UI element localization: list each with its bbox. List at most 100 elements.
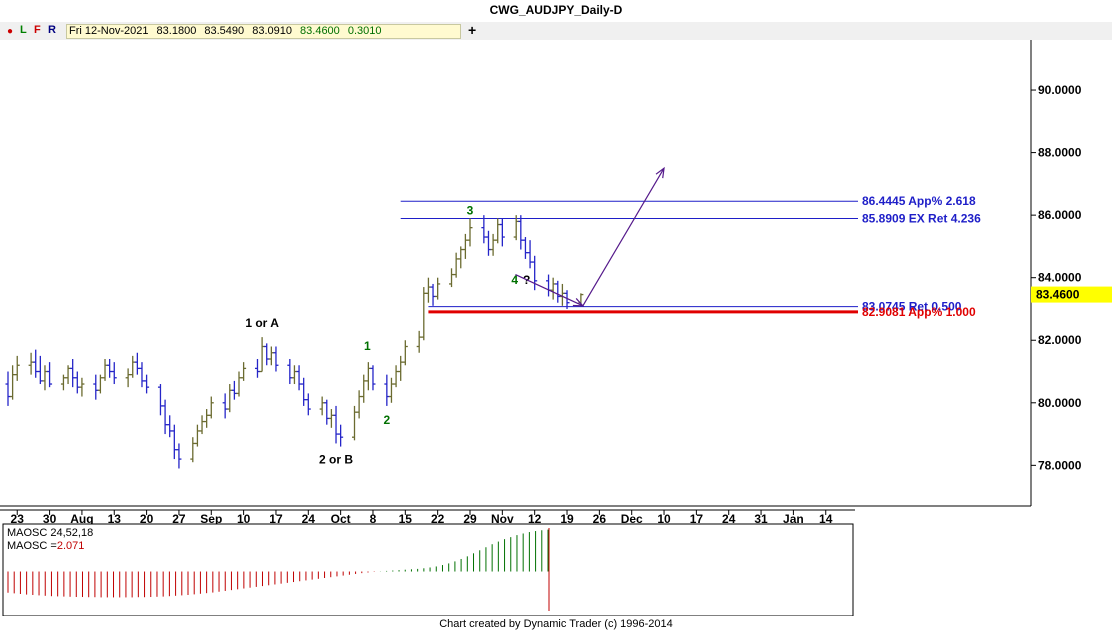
date-tick-label: 29: [463, 512, 477, 526]
toolbar-r-button[interactable]: R: [48, 24, 56, 36]
ohlc-bar: [28, 352, 34, 375]
date-tick-label: Oct: [331, 512, 351, 526]
ohlc-bar: [449, 268, 455, 288]
level-label: 82.9081 App% 1.000: [862, 305, 976, 319]
ohlc-bar: [467, 218, 473, 247]
title-bar: CWG_AUDJPY_Daily-D: [0, 0, 1112, 23]
ohlc-bar: [273, 346, 279, 372]
ohlc-bar: [47, 362, 53, 388]
ohlc-bar: [93, 374, 99, 400]
current-price-tag: 83.4600: [1031, 286, 1112, 303]
ohlc-bar: [139, 362, 145, 388]
ohlc-bar: [70, 359, 76, 388]
toolbar: ● L F R Fri 12-Nov-2021 83.1800 83.5490 …: [0, 22, 1112, 41]
ohlc-bar: [167, 415, 173, 438]
ohlc-bar: [555, 280, 561, 303]
ohlc-bar: [107, 359, 113, 378]
ohlc-bar: [430, 283, 436, 306]
ohlc-bar: [42, 365, 48, 391]
ohlc-bar: [425, 277, 431, 303]
ohlc-bar: [564, 290, 570, 309]
date-tick-label: 23: [11, 512, 25, 526]
date-tick-label: 30: [43, 512, 57, 526]
ohlc-bar: [499, 218, 505, 247]
ohlc-bar: [241, 362, 247, 381]
ohlc-bar: [384, 374, 390, 406]
ohlc-bar: [102, 359, 108, 381]
ohlc-bar: [462, 233, 468, 259]
ohlc-bar: [190, 437, 196, 463]
date-tick-label: Jan: [783, 512, 804, 526]
ohlc-bar: [333, 405, 339, 444]
wave-label: 2 or B: [319, 452, 353, 466]
ohlc-bar: [324, 399, 330, 425]
ohlc-bar: [125, 368, 131, 388]
ohlc-bar: [199, 415, 205, 435]
add-plus-icon[interactable]: +: [468, 22, 477, 38]
ohlc-bar: [365, 362, 371, 391]
date-tick-label: Dec: [621, 512, 643, 526]
ohlc-bar: [388, 377, 394, 403]
maosc-oscillator: [7, 528, 550, 611]
ohlc-bar: [259, 337, 265, 373]
ohlc-bar: [176, 443, 182, 469]
date-tick-label: 10: [657, 512, 671, 526]
price-tick-label: 82.0000: [1038, 333, 1082, 347]
price-tick-label: 90.0000: [1038, 83, 1082, 97]
ohlc-bar: [5, 371, 11, 406]
ohlc-bar: [305, 393, 311, 416]
ohlc-bar: [134, 352, 140, 375]
ohlc-bar: [352, 405, 357, 441]
ohlc-bar: [402, 340, 408, 366]
date-tick-label: 8: [370, 512, 377, 526]
ohlc-bar: [208, 396, 214, 419]
ohlc-bar: [60, 374, 66, 391]
ohlc-bars: [5, 215, 584, 469]
date-tick-label: 12: [528, 512, 542, 526]
ohlc-bar: [398, 355, 404, 381]
price-tick-label: 80.0000: [1038, 396, 1082, 410]
ohlc-bar: [296, 365, 302, 391]
record-dot-icon[interactable]: ●: [7, 26, 14, 37]
ohlc-bar: [338, 424, 344, 447]
ohlc-bar: [291, 365, 297, 385]
ohlc-bar: [393, 365, 399, 388]
chart-title: CWG_AUDJPY_Daily-D: [489, 3, 623, 17]
date-tick-label: Aug: [70, 512, 93, 526]
osc-value-text: MAOSC =2.071: [7, 540, 84, 552]
date-tick-label: 14: [819, 512, 833, 526]
ohlc-bar: [231, 380, 237, 400]
osc-label: MAOSC 24,52,18: [7, 527, 93, 539]
ohlc-bar: [222, 393, 228, 419]
ohlc-open: 83.1800: [156, 25, 197, 37]
level-label: 83.0745 Ret 0.500: [862, 300, 962, 314]
date-tick-label: 26: [593, 512, 607, 526]
ohlc-bar: [513, 215, 519, 241]
ohlc-bar: [490, 233, 496, 256]
ohlc-bar: [194, 424, 200, 447]
ohlc-bar: [74, 371, 80, 394]
toolbar-l-button[interactable]: L: [20, 24, 27, 36]
ohlc-low: 83.0910: [252, 25, 292, 37]
ohlc-bar: [37, 355, 43, 385]
ohlc-bar: [157, 384, 163, 416]
price-tick-label: 78.0000: [1038, 458, 1082, 472]
ohlc-close: 83.4600: [300, 25, 340, 37]
date-tick-label: 20: [140, 512, 154, 526]
ohlc-bar: [435, 277, 441, 300]
osc-value: 2.071: [57, 540, 85, 552]
footer-credit: Chart created by Dynamic Trader (c) 1996…: [439, 618, 673, 630]
ohlc-bar: [33, 349, 39, 378]
ohlc-bar: [481, 215, 487, 244]
ohlc-bar: [370, 365, 376, 391]
arrow-head-icon: [655, 166, 665, 179]
wave-label: 1 or A: [245, 316, 279, 330]
ohlc-change: 0.3010: [347, 25, 382, 37]
toolbar-f-button[interactable]: F: [34, 24, 41, 36]
price-chart[interactable]: 90.0000 88.0000 86.0000 84.0000 82.0000 80.00…: [0, 40, 1112, 616]
date-tick-label: Sep: [200, 512, 222, 526]
date-tick-label: 17: [690, 512, 704, 526]
date-tick-label: 24: [722, 512, 736, 526]
ohlc-bar: [458, 246, 464, 269]
